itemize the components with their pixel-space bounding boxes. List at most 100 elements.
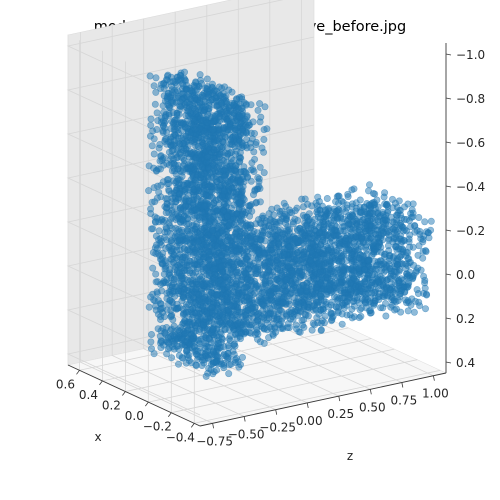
- scatter-point: [348, 251, 356, 259]
- scatter-point: [239, 353, 247, 361]
- scatter-point: [218, 286, 226, 294]
- scatter-point: [209, 212, 217, 220]
- scatter-point: [160, 313, 168, 321]
- scatter-point: [402, 260, 410, 268]
- scatter-point: [168, 354, 176, 362]
- scatter-point: [308, 218, 316, 226]
- z-tick-mark: [212, 423, 215, 429]
- scatter-point: [361, 266, 369, 274]
- scatter-point: [315, 260, 323, 268]
- scatter-point: [178, 336, 186, 344]
- y-tick-mark: [445, 141, 452, 144]
- scatter-point: [288, 269, 296, 277]
- scatter-point: [212, 175, 220, 183]
- scatter-point: [191, 126, 199, 134]
- scatter-point: [219, 229, 227, 237]
- scatter-point: [323, 195, 331, 203]
- scatter-point: [183, 346, 191, 354]
- scatter-point: [218, 311, 226, 319]
- scatter-point: [286, 225, 294, 233]
- scatter-point: [181, 202, 189, 210]
- scatter-point: [301, 195, 309, 203]
- scatter-point: [352, 199, 360, 207]
- z-tick-mark: [432, 375, 435, 381]
- scatter-point: [268, 241, 276, 249]
- scatter-point: [307, 257, 315, 265]
- scatter-point: [284, 243, 292, 251]
- scatter-point: [224, 117, 232, 125]
- scatter-point: [342, 234, 350, 242]
- scatter-point: [221, 167, 229, 175]
- scatter-point: [180, 290, 188, 298]
- scatter-point: [185, 315, 193, 323]
- scatter-point: [176, 236, 184, 244]
- scatter-point: [152, 74, 160, 82]
- scatter-point: [149, 264, 157, 272]
- scatter-point: [265, 277, 273, 285]
- scatter-point: [260, 169, 268, 177]
- scatter-point: [371, 288, 379, 296]
- scatter-point: [210, 162, 218, 170]
- scatter-point: [243, 144, 251, 152]
- scatter-point: [310, 302, 318, 310]
- scatter-point: [268, 205, 276, 213]
- scatter-point: [427, 226, 435, 234]
- scatter-point: [296, 287, 304, 295]
- scatter-point: [164, 72, 172, 80]
- scatter-point: [183, 220, 191, 228]
- scatter-point: [190, 256, 198, 264]
- scatter-point: [231, 124, 239, 132]
- scatter-point: [255, 309, 263, 317]
- scatter-point: [316, 214, 324, 222]
- scatter-point: [173, 247, 181, 255]
- scatter-point: [339, 205, 347, 213]
- scatter-point: [145, 162, 153, 170]
- scatter-point: [375, 222, 383, 230]
- scatter-point: [244, 265, 252, 273]
- scatter-point: [422, 248, 430, 256]
- scatter-point: [236, 241, 244, 249]
- scatter-point: [308, 326, 316, 334]
- scatter-point: [247, 177, 255, 185]
- scatter-point: [208, 193, 216, 201]
- scatter-point: [379, 304, 387, 312]
- scatter-point: [180, 279, 188, 287]
- scatter-point: [155, 236, 163, 244]
- scatter-point: [225, 370, 233, 378]
- scatter-point: [346, 220, 354, 228]
- scatter-point: [179, 162, 187, 170]
- scatter-point: [350, 185, 358, 193]
- scatter-point: [210, 368, 218, 376]
- scatter-point: [213, 206, 221, 214]
- scatter-point: [254, 317, 262, 325]
- scatter-point: [193, 350, 201, 358]
- scatter-point: [255, 178, 263, 186]
- z-tick-mark: [275, 409, 278, 415]
- scatter-point: [339, 272, 347, 280]
- scatter-point: [192, 142, 200, 150]
- scatter-point: [200, 108, 208, 116]
- scatter-point: [153, 109, 161, 117]
- scatter-point: [369, 240, 377, 248]
- x-tick-mark: [99, 380, 103, 386]
- scatter-point: [350, 268, 358, 276]
- scatter-point: [344, 293, 352, 301]
- scatter-point: [164, 345, 172, 353]
- scatter-point: [183, 237, 191, 245]
- scatter-point: [181, 68, 189, 76]
- scatter-point: [225, 335, 233, 343]
- scatter-point: [358, 252, 366, 260]
- scatter-point: [241, 169, 249, 177]
- scatter-point: [294, 227, 302, 235]
- scatter-point: [168, 312, 176, 320]
- scatter-point: [233, 295, 241, 303]
- scatter-point: [349, 213, 357, 221]
- scatter-point: [260, 249, 268, 257]
- scatter-point: [254, 335, 262, 343]
- scatter-point: [365, 307, 373, 315]
- scatter-point: [253, 324, 261, 332]
- scatter-point: [320, 245, 328, 253]
- scatter-point: [170, 142, 178, 150]
- scatter-point: [225, 221, 233, 229]
- scatter-point: [234, 320, 242, 328]
